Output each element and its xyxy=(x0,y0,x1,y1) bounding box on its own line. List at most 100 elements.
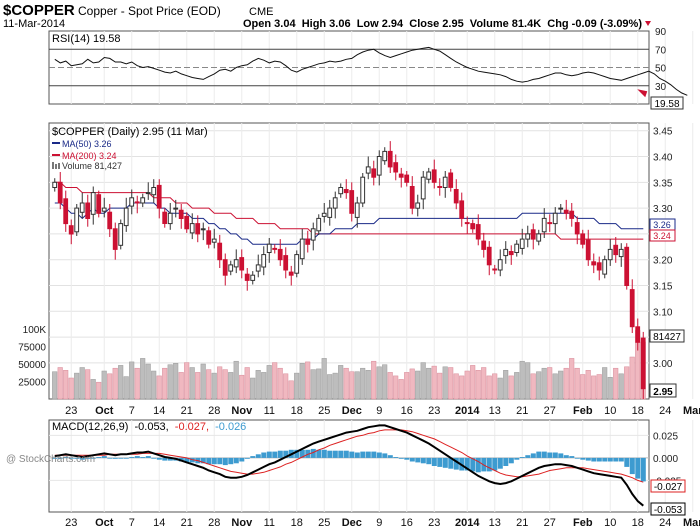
x-axis-label: 2014 xyxy=(455,405,480,417)
candle-body xyxy=(602,259,608,275)
candle-body xyxy=(63,198,69,225)
candle xyxy=(574,216,580,245)
macd-hist-bar xyxy=(541,451,547,458)
volume-bar xyxy=(431,365,437,400)
candle-body xyxy=(211,238,217,243)
volume-bar xyxy=(255,370,261,400)
x-axis-label: 18 xyxy=(632,405,644,417)
macd-label: MACD(12,26,9) -0.053, -0.027, -0.026 xyxy=(52,421,246,433)
volume-bar xyxy=(134,367,140,400)
candle xyxy=(228,260,234,276)
macd-hist-bar xyxy=(580,457,586,460)
macd-hist-bar xyxy=(211,457,217,465)
candle-body xyxy=(470,223,476,230)
volume-bar xyxy=(217,366,223,400)
x-axis-label: 28 xyxy=(208,517,220,529)
macd-hist-bar xyxy=(393,457,399,458)
candle-body xyxy=(558,207,564,210)
volume-bar xyxy=(233,360,239,400)
price-badge: 2.95 xyxy=(649,383,677,398)
volume-bar xyxy=(525,362,531,400)
volume-bar xyxy=(90,379,96,400)
candle xyxy=(420,171,426,210)
candle xyxy=(448,168,454,192)
candle xyxy=(200,222,206,241)
candle xyxy=(162,208,168,228)
candle-body xyxy=(178,209,184,219)
x-axis-label: 10 xyxy=(604,517,616,529)
macd-hist-bar xyxy=(200,457,206,464)
candle xyxy=(591,253,597,274)
macd-hist-bar xyxy=(569,456,575,458)
candle xyxy=(404,171,410,187)
candle-body xyxy=(338,187,344,195)
volume-bar xyxy=(607,377,613,400)
candle xyxy=(206,226,212,249)
candle xyxy=(332,191,338,219)
macd-hist-bar xyxy=(360,451,366,458)
macd-hist-bar xyxy=(596,457,602,462)
macd-hist-bar xyxy=(349,451,355,458)
volume-bar xyxy=(486,375,492,400)
volume-bar xyxy=(266,365,272,400)
candle-body xyxy=(640,337,646,390)
macd-hist-bar xyxy=(107,457,113,459)
macd-label-macd: -0.053, xyxy=(134,421,168,433)
volume-bar xyxy=(613,367,619,400)
candle-body xyxy=(442,176,448,188)
candle xyxy=(52,178,58,192)
candle-body xyxy=(255,264,261,272)
candle-body xyxy=(206,230,212,245)
candle-body xyxy=(129,197,135,207)
volume-bar xyxy=(343,367,349,400)
volume-bar xyxy=(409,368,415,400)
candle-body xyxy=(492,268,498,271)
candle-body xyxy=(398,173,404,178)
volume-bar xyxy=(118,365,124,400)
macd-label-hist: -0.026 xyxy=(215,421,246,433)
candle-body xyxy=(96,194,102,214)
macd-hist-bar xyxy=(415,457,421,463)
candle xyxy=(426,167,432,184)
candle xyxy=(365,156,371,180)
candle-body xyxy=(343,189,349,194)
candle xyxy=(640,331,646,399)
macd-hist-bar xyxy=(184,457,190,463)
x-axis-label: 23 xyxy=(428,405,440,417)
x-axis-label: 13 xyxy=(489,517,501,529)
candle xyxy=(431,159,437,189)
x-axis-label: Nov xyxy=(231,517,253,529)
candle xyxy=(195,215,201,243)
volume-bar xyxy=(420,362,426,400)
candle xyxy=(382,147,388,165)
candle-body xyxy=(426,171,432,180)
candle xyxy=(547,214,553,232)
macd-hist-bar xyxy=(299,449,305,458)
macd-hist-bar xyxy=(503,457,509,466)
macd-signal-badge: -0.027 xyxy=(650,479,686,493)
price-last-value: 2.95 xyxy=(653,387,673,398)
macd-hist-bar xyxy=(448,457,454,469)
candle xyxy=(387,141,393,173)
macd-hist-bar xyxy=(470,457,476,472)
candle xyxy=(74,204,80,236)
macd-hist-bar xyxy=(222,457,228,466)
x-axis-label: 14 xyxy=(153,405,165,417)
volume-bar xyxy=(299,363,305,400)
candle-body xyxy=(156,184,162,209)
x-axis-label: 11 xyxy=(264,405,275,417)
price-tick-label: 3.30 xyxy=(653,204,673,215)
macd-hist-bar xyxy=(382,453,388,458)
price-label: $COPPER (Daily) 2.95 (11 Mar) xyxy=(52,126,208,138)
volume-bar xyxy=(354,371,360,400)
volume-bar xyxy=(211,372,217,400)
candle xyxy=(596,256,602,281)
candle xyxy=(272,244,278,254)
legend-ma200: MA(200) 3.24 xyxy=(52,151,117,161)
candle-body xyxy=(250,274,256,281)
volume-bar xyxy=(228,372,234,400)
volume-tick-label: 50000 xyxy=(18,360,46,371)
volume-bar xyxy=(365,370,371,400)
macd-value: -0.053 xyxy=(654,505,683,516)
volume-bar xyxy=(470,365,476,400)
